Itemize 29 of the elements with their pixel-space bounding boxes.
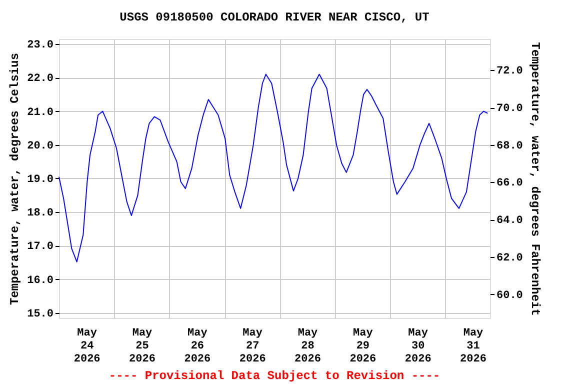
x-tick-label: May 24 2026 [74, 328, 100, 366]
x-tick-label: May 31 2026 [460, 328, 486, 366]
y2-tick-label: 60.0 [496, 290, 523, 302]
y-tick-label: 18.0 [27, 208, 54, 220]
y2-tick-label: 72.0 [496, 66, 523, 78]
y-tick-label: 17.0 [27, 241, 54, 254]
y2-tick-label: 70.0 [496, 103, 523, 116]
line-series [58, 74, 488, 262]
y-tick-label: 16.0 [27, 274, 54, 287]
y2-tick-label: 66.0 [496, 178, 523, 190]
y-tick-label: 20.0 [27, 140, 54, 152]
x-tick-label: May 26 2026 [184, 328, 211, 366]
y2-axis-title: Temperature, water, degrees Fahrenheit [528, 42, 542, 316]
y-tick-label: 21.0 [27, 106, 54, 119]
y-axis-title: Temperature, water, degrees Celsius [8, 52, 22, 306]
text: ---- Provisional Data Subject to Revision ---- [108, 369, 440, 383]
x-tick-label: May 28 2026 [294, 328, 321, 366]
x-tick-label: May 29 2026 [350, 328, 376, 366]
y2-tick-label: 62.0 [496, 252, 523, 264]
x-tick-label: May 30 2026 [404, 328, 432, 366]
y-tick-label: 22.0 [27, 73, 54, 86]
x-tick-label: May 27 2026 [239, 328, 266, 366]
y-tick-label: 19.0 [27, 174, 54, 186]
y2-tick-label: 64.0 [496, 215, 523, 228]
y2-tick-label: 68.0 [496, 140, 523, 152]
y-tick-label: 15.0 [27, 308, 54, 320]
chart-title: USGS 09180500 COLORADO RIVER NEAR CISCO, UT [120, 10, 430, 24]
y-tick-label: 23.0 [27, 40, 54, 52]
x-tick-label: May 25 2026 [129, 328, 156, 366]
